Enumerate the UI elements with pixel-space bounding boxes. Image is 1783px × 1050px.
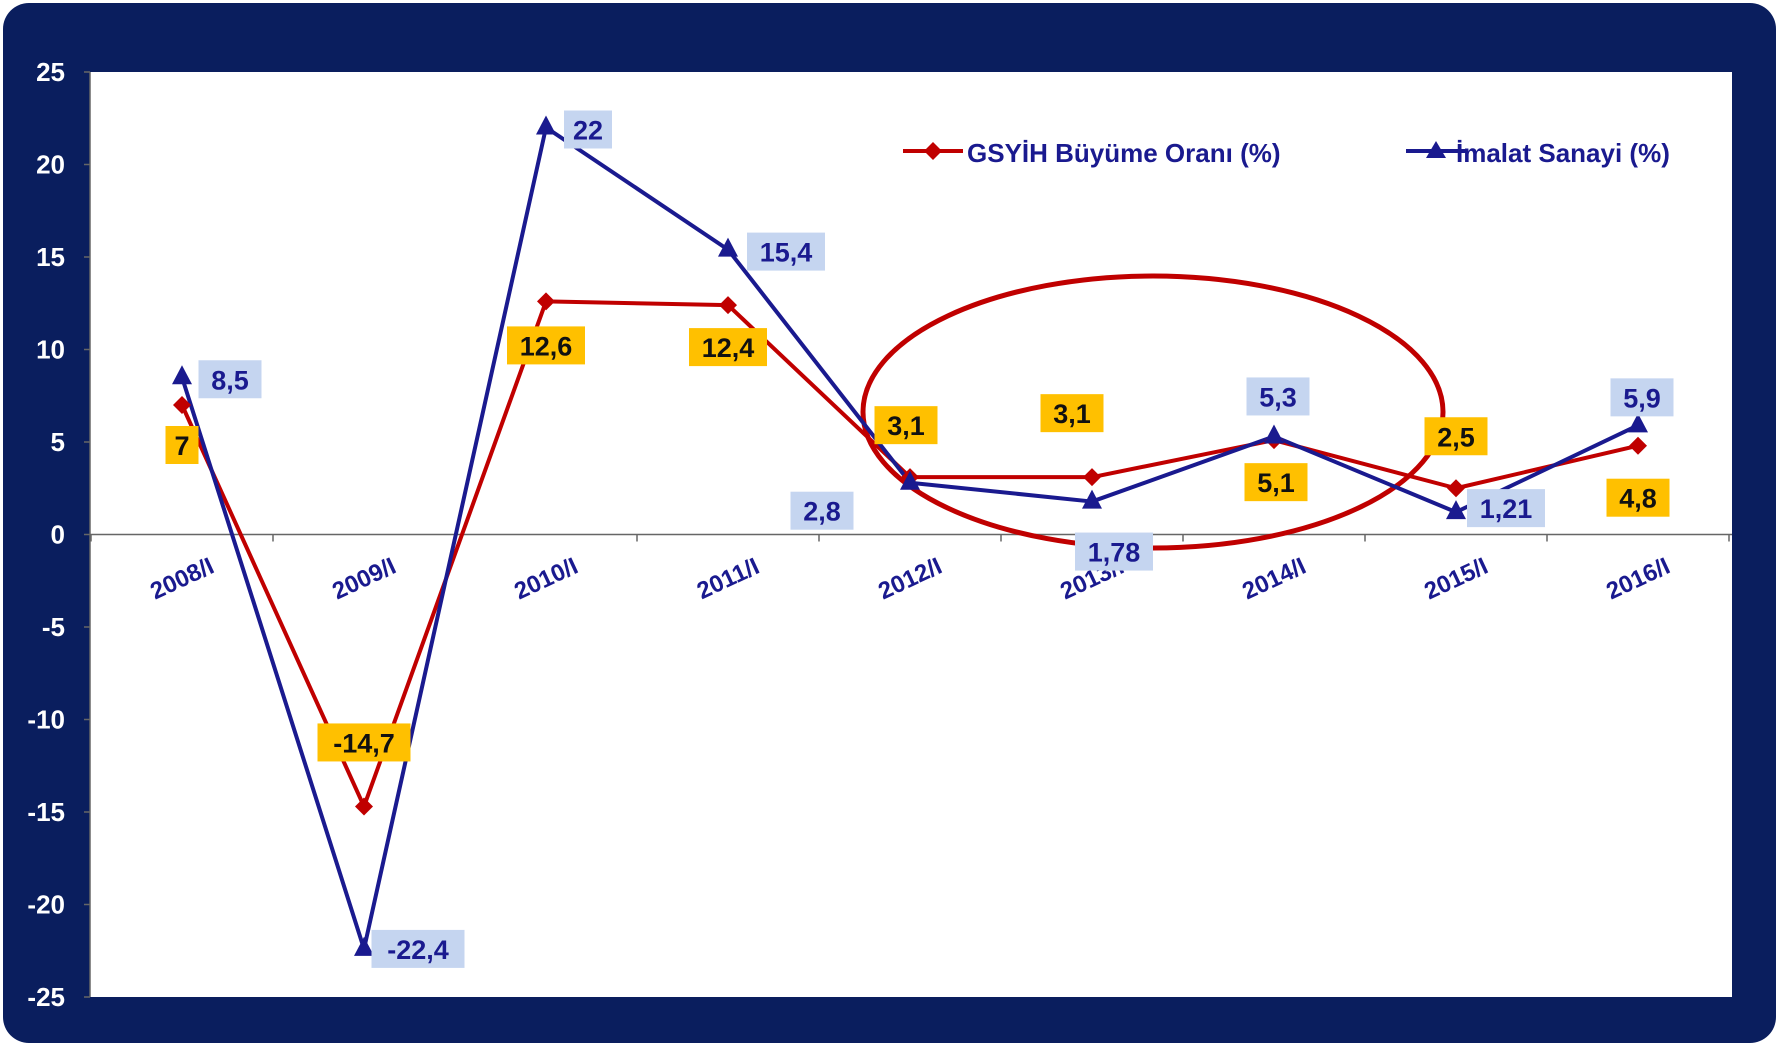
manufacturing-data-label-bg xyxy=(1246,377,1310,416)
y-tick-label: 10 xyxy=(36,335,65,365)
manufacturing-data-label-bg xyxy=(1075,532,1153,571)
data-labels: 7 -14,7 12,6 12,4 3,1 3,1 5,1 2,5 4,8 8,5 -22,4 22 1… xyxy=(165,110,1674,968)
y-axis: 25 20 15 10 5 0 -5 -10 -15 -20 -25 xyxy=(27,57,91,1012)
y-tick-label: -25 xyxy=(27,982,65,1012)
gdp-data-label-bg xyxy=(165,426,199,464)
manufacturing-point-marker xyxy=(900,470,920,490)
gdp-data-label: 3,1 xyxy=(887,411,925,441)
y-tick-label: -15 xyxy=(27,797,65,827)
manufacturing-data-label-bg xyxy=(371,929,465,968)
legend-gdp-marker-icon xyxy=(924,142,942,160)
gdp-data-label: 12,6 xyxy=(520,331,573,361)
manufacturing-data-label-bg xyxy=(564,110,612,149)
manufacturing-data-label: 22 xyxy=(573,116,603,146)
gdp-data-label: 7 xyxy=(174,431,189,461)
gdp-data-label: 12,4 xyxy=(702,333,755,363)
manufacturing-point-marker xyxy=(1082,489,1102,509)
gdp-data-label-bg xyxy=(317,723,411,762)
gdp-data-label-bg xyxy=(1606,478,1670,517)
gdp-data-label: 3,1 xyxy=(1053,399,1091,429)
gdp-data-label: -14,7 xyxy=(333,728,395,758)
legend: GSYİH Büyüme Oranı (%) İmalat Sanayi (%) xyxy=(903,138,1670,168)
manufacturing-data-label-bg xyxy=(790,491,854,530)
series-markers xyxy=(172,115,1648,956)
legend-manufacturing-label: İmalat Sanayi (%) xyxy=(1456,138,1670,168)
gdp-point-marker xyxy=(719,296,737,315)
y-tick-label: 0 xyxy=(51,520,65,550)
gdp-point-marker xyxy=(173,396,191,414)
gdp-point-marker xyxy=(1083,468,1101,487)
y-tick-label: 5 xyxy=(51,427,65,457)
y-tick-label: -5 xyxy=(42,612,65,642)
gdp-data-label: 4,8 xyxy=(1619,484,1657,514)
y-tick-label: 15 xyxy=(36,242,65,272)
y-tick-label: 25 xyxy=(36,57,65,87)
gdp-data-label-bg xyxy=(1040,394,1104,433)
manufacturing-data-label: 5,3 xyxy=(1259,382,1297,412)
y-tick-label: -10 xyxy=(27,705,65,735)
manufacturing-point-marker xyxy=(536,115,556,135)
gdp-data-label: 5,1 xyxy=(1257,468,1295,498)
gdp-data-label-bg xyxy=(507,326,585,365)
manufacturing-data-label: 1,78 xyxy=(1088,538,1141,568)
manufacturing-point-marker xyxy=(172,365,192,385)
manufacturing-data-label: 2,8 xyxy=(803,497,841,527)
manufacturing-point-marker xyxy=(354,936,374,956)
gdp-point-marker xyxy=(1629,436,1647,455)
manufacturing-data-label: 15,4 xyxy=(760,238,813,268)
y-tick-label: 20 xyxy=(36,150,65,180)
manufacturing-data-label: 5,9 xyxy=(1623,383,1661,413)
gdp-data-label-bg xyxy=(689,328,767,367)
gdp-point-marker xyxy=(355,797,373,816)
gdp-point-marker xyxy=(537,292,555,311)
manufacturing-point-marker xyxy=(1446,500,1466,520)
y-tick-label: -20 xyxy=(27,890,65,920)
gdp-data-label-bg xyxy=(874,406,938,445)
manufacturing-data-label: 1,21 xyxy=(1480,494,1533,524)
manufacturing-data-label-bg xyxy=(747,232,825,271)
legend-gdp-label: GSYİH Büyüme Oranı (%) xyxy=(967,138,1281,168)
manufacturing-data-label-bg xyxy=(1610,378,1674,417)
gdp-data-label-bg xyxy=(1244,463,1308,502)
manufacturing-data-label: -22,4 xyxy=(387,935,449,965)
gdp-data-label-bg xyxy=(1424,417,1488,456)
manufacturing-point-marker xyxy=(1628,413,1648,433)
manufacturing-data-label-bg xyxy=(1467,489,1545,528)
gdp-point-marker xyxy=(1447,479,1465,498)
manufacturing-data-label: 8,5 xyxy=(211,365,249,395)
manufacturing-point-marker xyxy=(1264,424,1284,444)
gdp-data-label: 2,5 xyxy=(1437,422,1475,452)
manufacturing-point-marker xyxy=(718,237,738,257)
manufacturing-data-label-bg xyxy=(198,360,262,399)
legend-manufacturing-marker-icon xyxy=(1426,141,1446,158)
